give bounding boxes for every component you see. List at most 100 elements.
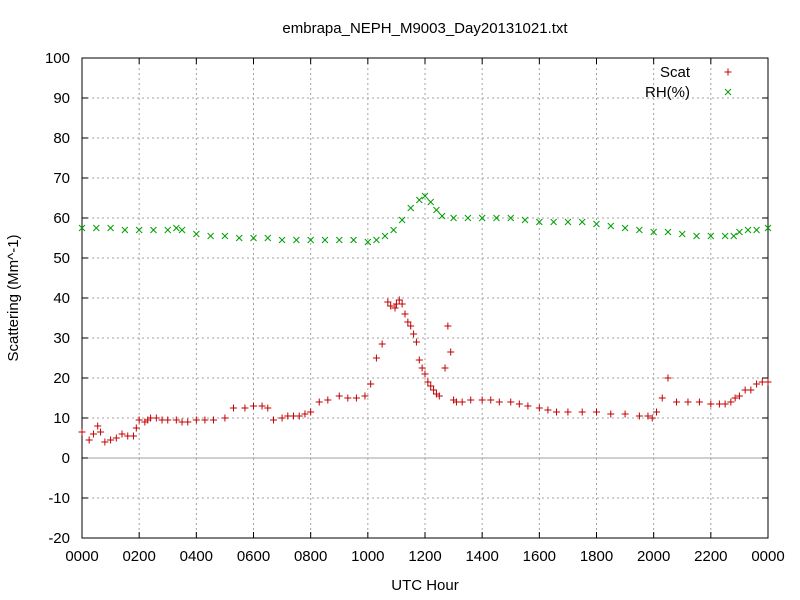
scat-point xyxy=(278,414,286,422)
scat-point xyxy=(315,398,323,406)
rh-point xyxy=(764,224,772,232)
scat-point xyxy=(544,406,552,414)
rh-point xyxy=(92,224,100,232)
y-tick-label: 50 xyxy=(53,250,70,267)
scat-point xyxy=(85,436,93,444)
scat-point xyxy=(164,416,172,424)
scat-point xyxy=(264,404,272,412)
scat-point xyxy=(747,386,755,394)
y-tick-label: 60 xyxy=(53,210,70,227)
scat-point xyxy=(401,310,409,318)
rh-point xyxy=(278,236,286,244)
scat-point xyxy=(418,364,426,372)
grid xyxy=(82,58,768,538)
rh-point xyxy=(744,226,752,234)
scat-point xyxy=(653,408,661,416)
rh-point xyxy=(664,228,672,236)
x-tick-label: 1600 xyxy=(523,548,556,565)
scat-point xyxy=(135,416,143,424)
rh-point xyxy=(593,220,600,228)
scat-point xyxy=(404,318,412,326)
x-tick-label: 1200 xyxy=(408,548,441,565)
scat-point xyxy=(89,430,97,438)
rh-point xyxy=(390,226,397,234)
legend-marker-scat xyxy=(724,68,732,76)
rh-point xyxy=(135,226,143,234)
x-tick-label: 0000 xyxy=(751,548,784,565)
scat-point xyxy=(387,302,395,310)
scat-point xyxy=(424,378,432,386)
scat-point xyxy=(112,434,120,442)
scat-point xyxy=(184,418,192,426)
data-marks xyxy=(78,192,772,446)
scat-point xyxy=(101,438,109,446)
rh-point xyxy=(464,214,472,222)
scat-point xyxy=(731,394,739,402)
scat-point xyxy=(152,414,160,422)
rh-point xyxy=(235,234,243,242)
scat-point xyxy=(435,392,443,400)
rh-point xyxy=(221,232,229,240)
rh-point xyxy=(250,234,257,242)
rh-point xyxy=(350,236,357,244)
rh-point xyxy=(192,230,200,238)
y-tick-label: 10 xyxy=(53,410,70,427)
rh-point xyxy=(564,218,572,226)
x-tick-label: 1800 xyxy=(580,548,613,565)
chart-title: embrapa_NEPH_M9003_Day20131021.txt xyxy=(282,20,568,37)
scat-point xyxy=(221,414,229,422)
rh-point xyxy=(433,206,440,214)
y-tick-label: 90 xyxy=(53,90,70,107)
scat-point xyxy=(644,412,652,420)
scat-point xyxy=(229,404,237,412)
rh-point xyxy=(450,214,457,222)
y-axis-label: Scattering (Mm^-1) xyxy=(5,234,22,361)
scat-point xyxy=(94,422,102,430)
scat-point xyxy=(707,400,715,408)
x-tick-label: 0200 xyxy=(122,548,155,565)
rh-point xyxy=(364,238,372,246)
scat-point xyxy=(607,410,615,418)
legend-label-rh: RH(%) xyxy=(645,84,690,101)
x-tick-label: 1400 xyxy=(465,548,498,565)
rh-point xyxy=(381,232,389,240)
rh-point xyxy=(150,226,157,234)
scat-point xyxy=(458,398,466,406)
scat-point xyxy=(209,416,217,424)
scat-point xyxy=(324,396,332,404)
rh-point xyxy=(550,218,557,226)
x-tick-label: 0000 xyxy=(65,548,98,565)
scat-point xyxy=(447,348,455,356)
rh-point xyxy=(678,230,686,238)
scat-point xyxy=(487,396,495,404)
y-tick-label: 40 xyxy=(53,290,70,307)
scat-point xyxy=(410,330,418,338)
scat-point xyxy=(524,402,532,410)
rh-point xyxy=(164,226,172,234)
scat-point xyxy=(372,354,380,362)
scat-point xyxy=(192,416,200,424)
y-tick-label: 70 xyxy=(53,170,70,187)
scat-point xyxy=(648,414,656,422)
y-tick-label: -10 xyxy=(48,490,70,507)
rh-point xyxy=(578,218,586,226)
scat-point xyxy=(407,322,415,330)
rh-point xyxy=(438,212,446,220)
rh-point xyxy=(407,204,415,212)
scat-point xyxy=(398,300,406,308)
scat-point xyxy=(378,340,386,348)
rh-point xyxy=(415,196,423,204)
rh-point xyxy=(707,232,715,240)
rh-point xyxy=(478,214,486,222)
rh-point xyxy=(636,226,643,234)
scat-point xyxy=(735,392,743,400)
rh-point xyxy=(398,216,406,224)
scat-point xyxy=(444,322,452,330)
scat-point xyxy=(301,410,309,418)
scat-point xyxy=(467,396,475,404)
scat-point xyxy=(129,432,137,440)
rh-point xyxy=(421,192,429,200)
scat-point xyxy=(764,378,772,386)
scat-point xyxy=(384,298,392,306)
rh-point xyxy=(693,232,700,240)
